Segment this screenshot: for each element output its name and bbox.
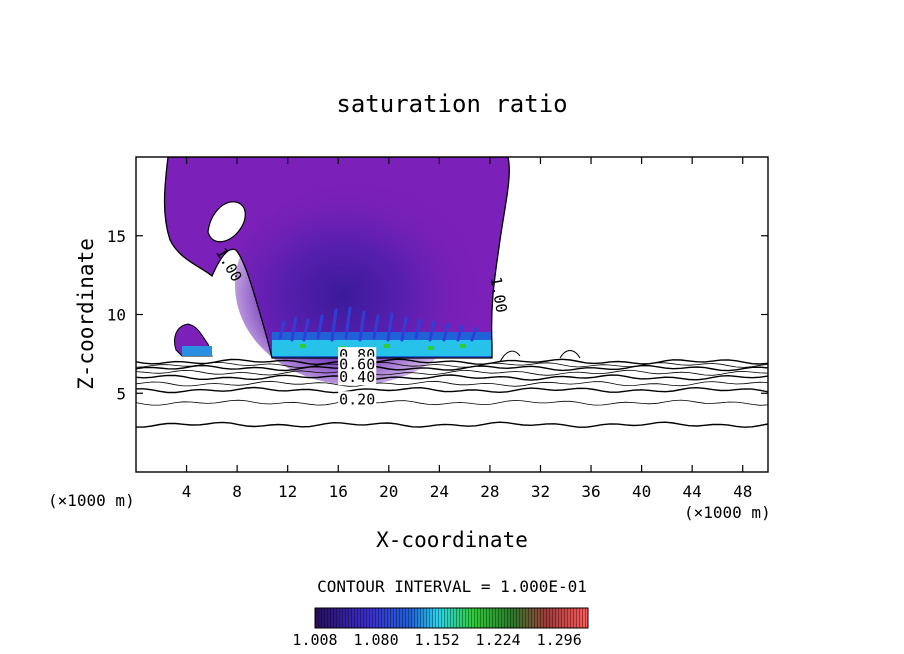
plot-area bbox=[136, 157, 768, 428]
bump-right bbox=[559, 350, 581, 359]
x-tick-label: 48 bbox=[733, 482, 752, 501]
y-tick-label: 15 bbox=[107, 227, 126, 246]
x-tick-label: 24 bbox=[430, 482, 449, 501]
colorbar-tick-label: 1.224 bbox=[476, 631, 521, 649]
x-tick-label: 28 bbox=[480, 482, 499, 501]
contour-line bbox=[136, 374, 768, 381]
contour-label-bg bbox=[338, 391, 377, 408]
colorbar-tick-label: 1.296 bbox=[537, 631, 582, 649]
contour-line bbox=[136, 399, 768, 406]
colorbar-tick-label: 1.152 bbox=[415, 631, 460, 649]
chart-title: saturation ratio bbox=[336, 90, 567, 118]
contour-label-bg bbox=[338, 369, 377, 386]
y-tick-label: 5 bbox=[116, 384, 126, 403]
x-tick-label: 20 bbox=[379, 482, 398, 501]
clear-hole bbox=[207, 201, 246, 243]
x-tick-label: 4 bbox=[182, 482, 192, 501]
contour-1-00 bbox=[163, 157, 510, 359]
colorbar-tick-label: 1.008 bbox=[292, 631, 337, 649]
bump-left bbox=[499, 350, 521, 363]
y-tick-label: 10 bbox=[107, 306, 126, 325]
x-tick-label: 16 bbox=[329, 482, 348, 501]
contour-lines bbox=[136, 358, 768, 428]
contour-label: 1.00 bbox=[487, 275, 511, 314]
contour-line bbox=[136, 361, 768, 368]
colorbar-ticks bbox=[315, 608, 588, 628]
x-tick-label: 36 bbox=[581, 482, 600, 501]
contour-line bbox=[136, 386, 768, 394]
contour-label: 0.20 bbox=[339, 390, 375, 408]
cloud-base-cyan bbox=[272, 340, 492, 356]
contour-line bbox=[136, 421, 768, 428]
contour-label: 0.40 bbox=[339, 368, 375, 386]
x-unit-left: (×1000 m) bbox=[48, 491, 135, 510]
contour-interval-text: CONTOUR INTERVAL = 1.000E-01 bbox=[317, 577, 587, 596]
x-tick-label: 32 bbox=[531, 482, 550, 501]
x-tick-label: 12 bbox=[278, 482, 297, 501]
turbulent-streaks bbox=[278, 306, 478, 342]
x-tick-label: 40 bbox=[632, 482, 651, 501]
y-axis-label: Z-coordinate bbox=[74, 238, 98, 390]
x-axis-label: X-coordinate bbox=[376, 528, 528, 552]
small-cell-band bbox=[182, 346, 212, 356]
colorbar-labels: 1.008 1.080 1.152 1.224 1.296 bbox=[292, 631, 581, 649]
x-unit-right: (×1000 m) bbox=[684, 503, 771, 522]
colorbar-tick-label: 1.080 bbox=[353, 631, 398, 649]
contour-line bbox=[136, 358, 768, 366]
y-axis: 5 10 15 bbox=[107, 227, 768, 403]
contour-label: 0.60 bbox=[339, 356, 375, 374]
contour-line bbox=[136, 364, 768, 372]
x-axis: 4 8 12 16 20 24 28 32 36 40 44 48 bbox=[182, 157, 752, 501]
colorbar-frame bbox=[314, 607, 589, 629]
x-tick-label: 8 bbox=[232, 482, 242, 501]
contour-line bbox=[136, 380, 768, 387]
contour-label-bg bbox=[338, 356, 377, 373]
contour-line bbox=[136, 369, 768, 376]
colorbar: 1.008 1.080 1.152 1.224 1.296 bbox=[292, 607, 589, 649]
x-tick-label: 44 bbox=[683, 482, 702, 501]
